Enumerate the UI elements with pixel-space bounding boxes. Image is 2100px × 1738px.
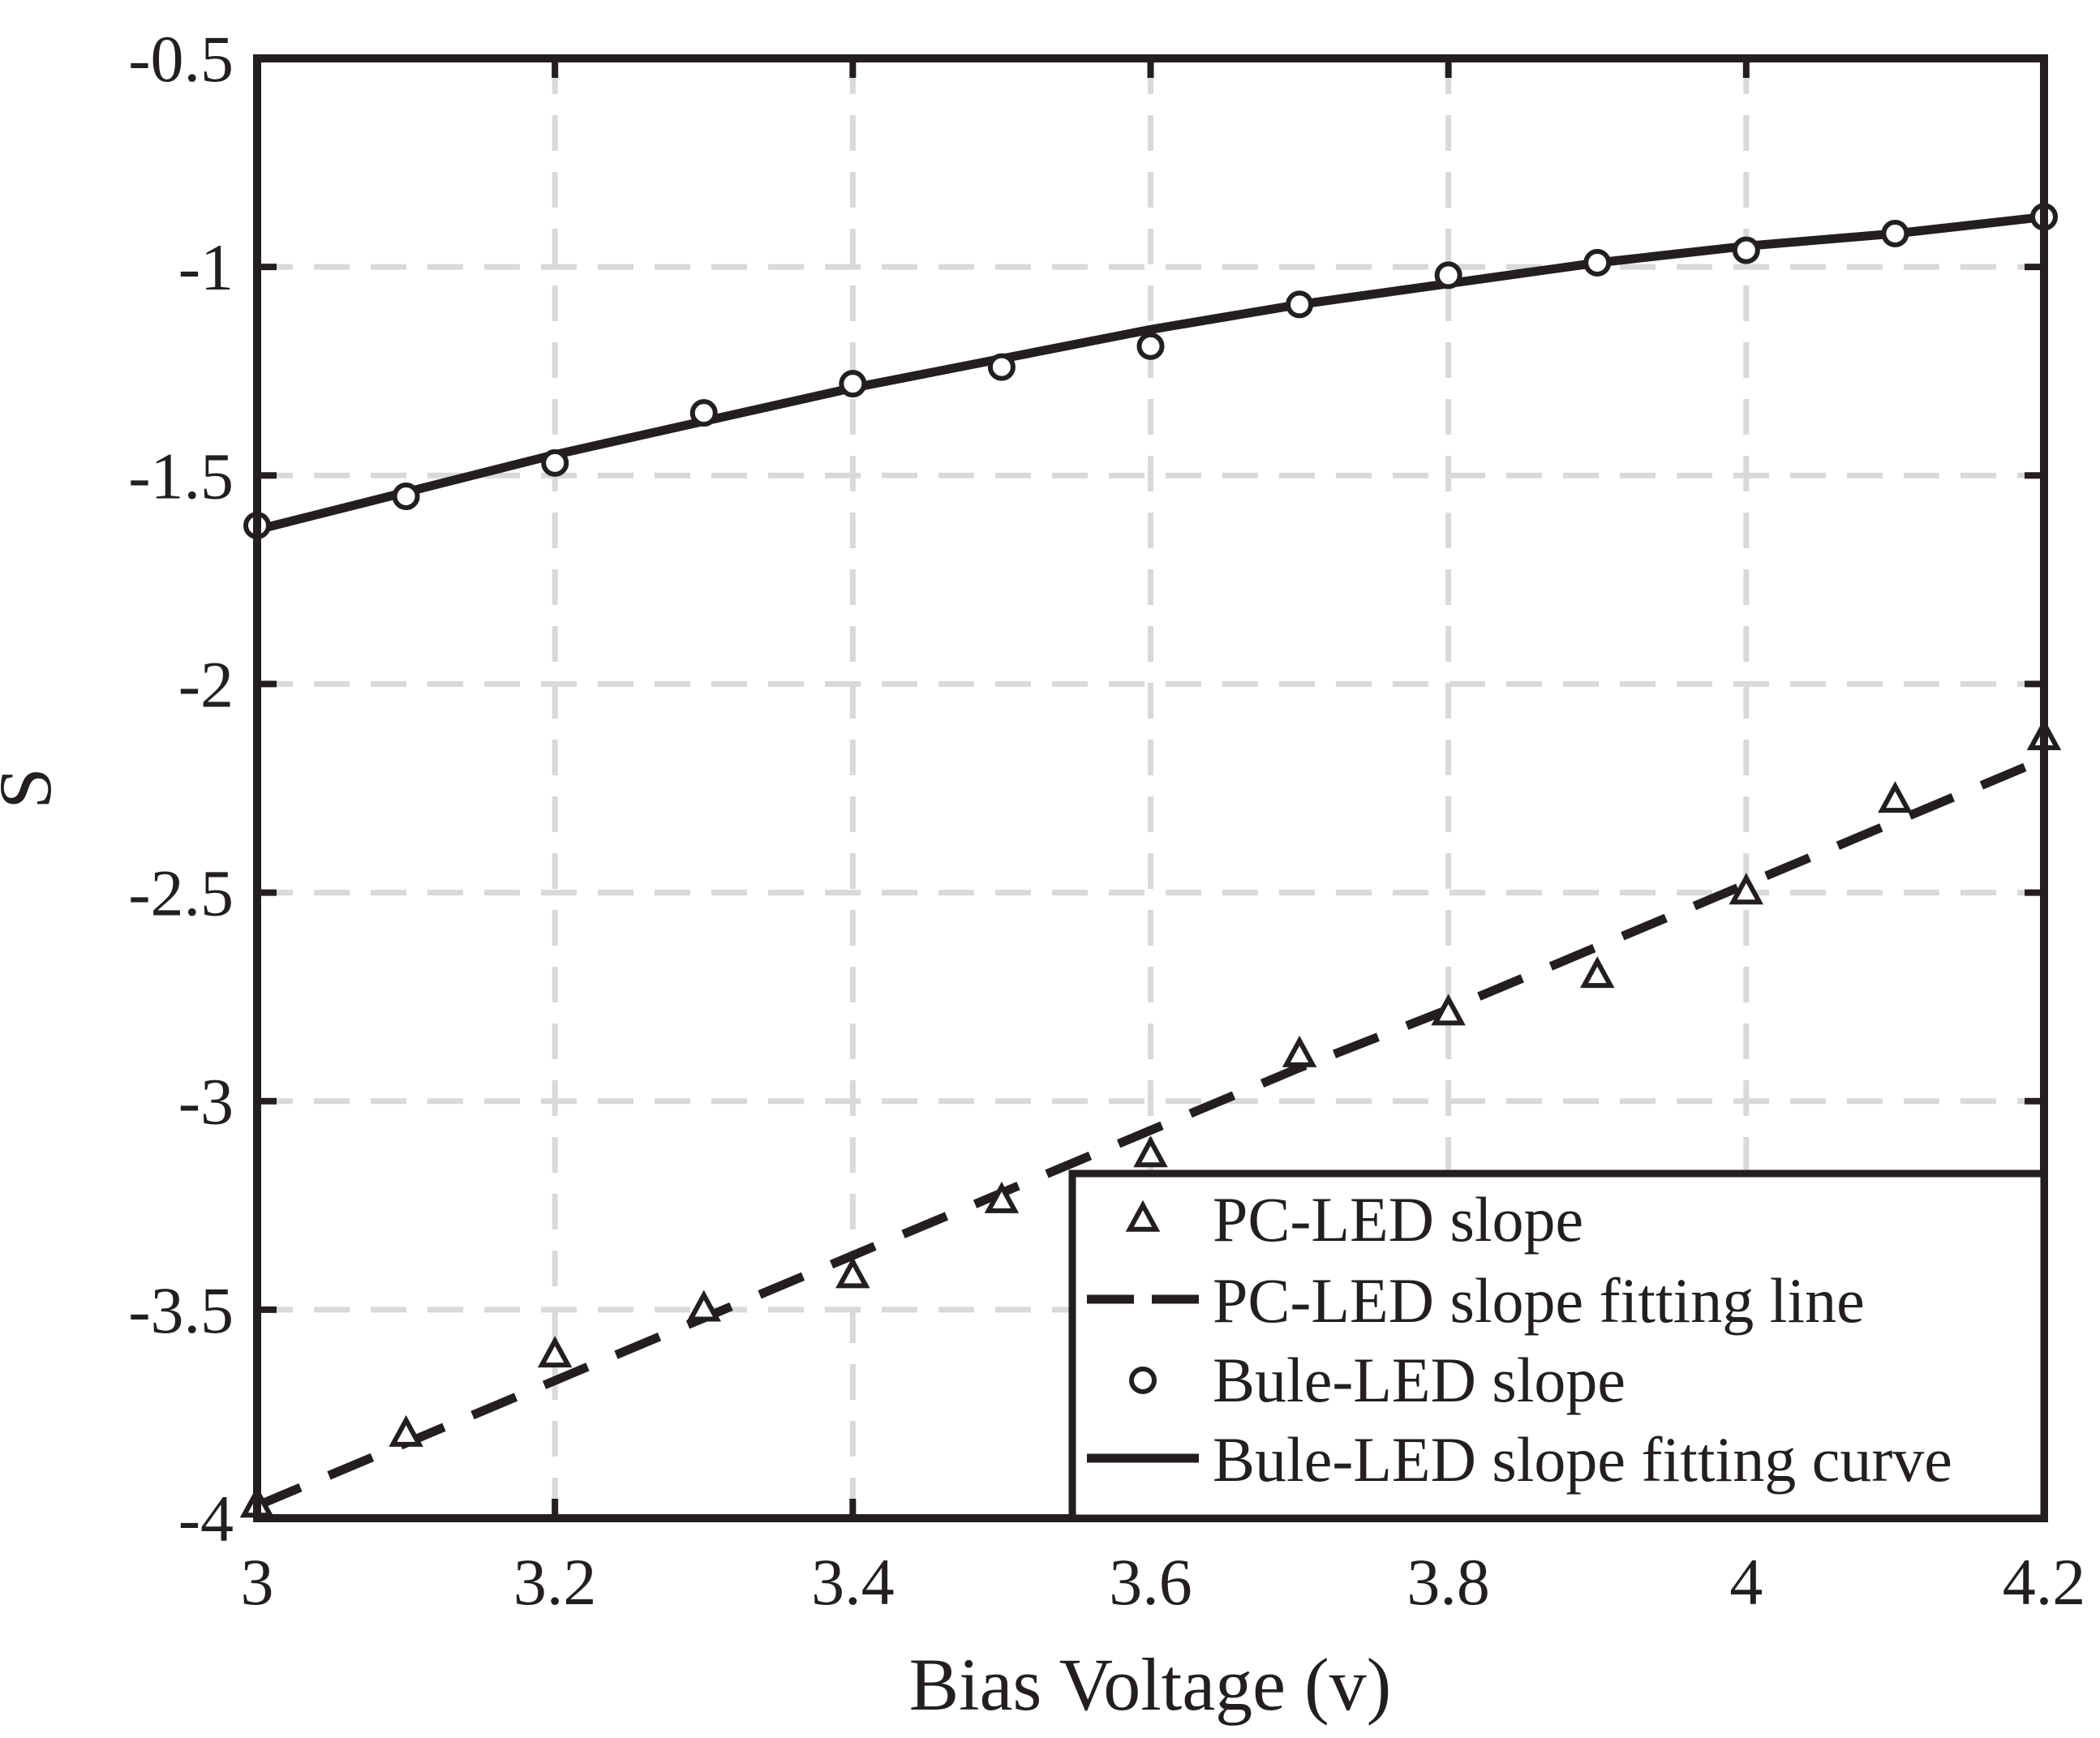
blue-led-slope-point: [1881, 220, 1909, 247]
x-tick-label: 4: [1729, 1545, 1763, 1619]
x-tick-label: 3: [241, 1545, 274, 1619]
pc-led-slope-point: [1878, 781, 1913, 813]
legend-entry-label: PC-LED slope: [1213, 1184, 1583, 1255]
blue-led-slope-point: [1136, 332, 1165, 360]
y-tick-label: -3.5: [128, 1273, 234, 1347]
tick-labels: 3 3.2 3.4 3.6 3.8 4 4.2 -4 -3.5 -3 -2.5 -2 -1.5 -1 -0.…: [128, 22, 2085, 1619]
legend-entry-label: PC-LED slope fitting line: [1213, 1265, 1865, 1336]
legend-circle-symbol: [1129, 1367, 1157, 1394]
y-tick-label: -0.5: [128, 22, 234, 96]
x-tick-label: 4.2: [2003, 1545, 2086, 1619]
y-axis-title: S: [0, 767, 67, 809]
y-tick-label: -4: [178, 1482, 234, 1556]
legend-box: [1068, 1169, 2048, 1522]
blue-led-slope-point: [541, 448, 569, 477]
blue-led-slope-point: [1286, 290, 1314, 319]
pc-led-slope-point: [1282, 1035, 1317, 1067]
legend-triangle-symbol: [1125, 1199, 1161, 1232]
legend-entry-label: Bule-LED slope: [1213, 1345, 1625, 1415]
x-axis-title: Bias Voltage (v): [909, 1643, 1392, 1726]
pc-led-slope-point: [537, 1336, 573, 1368]
series-layer: [239, 203, 2062, 1518]
pc-led-slope-point: [389, 1414, 423, 1447]
y-tick-label: -2.5: [128, 856, 234, 930]
blue-led-slope-point: [987, 353, 1016, 381]
blue-led-slope-point: [689, 399, 718, 427]
pc-led-slope-point: [984, 1181, 1020, 1213]
pc-led-slope-point: [1729, 873, 1764, 905]
x-tick-label: 3.2: [513, 1545, 597, 1619]
pc-led-slope-point: [1133, 1135, 1168, 1168]
axis-ticks: [254, 55, 2047, 1521]
y-tick-label: -3: [178, 1065, 234, 1139]
x-tick-label: 3.4: [811, 1545, 895, 1619]
blue-led-slope-point: [839, 370, 867, 398]
blue-led-slope-point: [1434, 261, 1462, 290]
pc-led-slope-point: [835, 1256, 870, 1289]
pc-led-slope-point: [686, 1290, 722, 1322]
pc-led-fitting-line: [255, 754, 2046, 1510]
blue-led-slope-point: [1583, 249, 1612, 277]
legend-entry-label: Bule-LED slope fitting curve: [1213, 1424, 1952, 1495]
x-tick-label: 3.8: [1406, 1545, 1490, 1619]
pc-led-slope-point: [1579, 956, 1615, 989]
y-tick-label: -1: [178, 230, 234, 304]
y-tick-label: -2: [178, 647, 234, 721]
legend: PC-LED slope PC-LED slope fitting line Bul…: [1068, 1169, 2048, 1522]
blue-led-slope-point: [1732, 236, 1760, 264]
blue-led-slope-point: [392, 483, 420, 510]
y-tick-label: -1.5: [128, 439, 234, 513]
pc-led-slope-point: [1431, 993, 1466, 1026]
x-tick-label: 3.6: [1109, 1545, 1192, 1619]
